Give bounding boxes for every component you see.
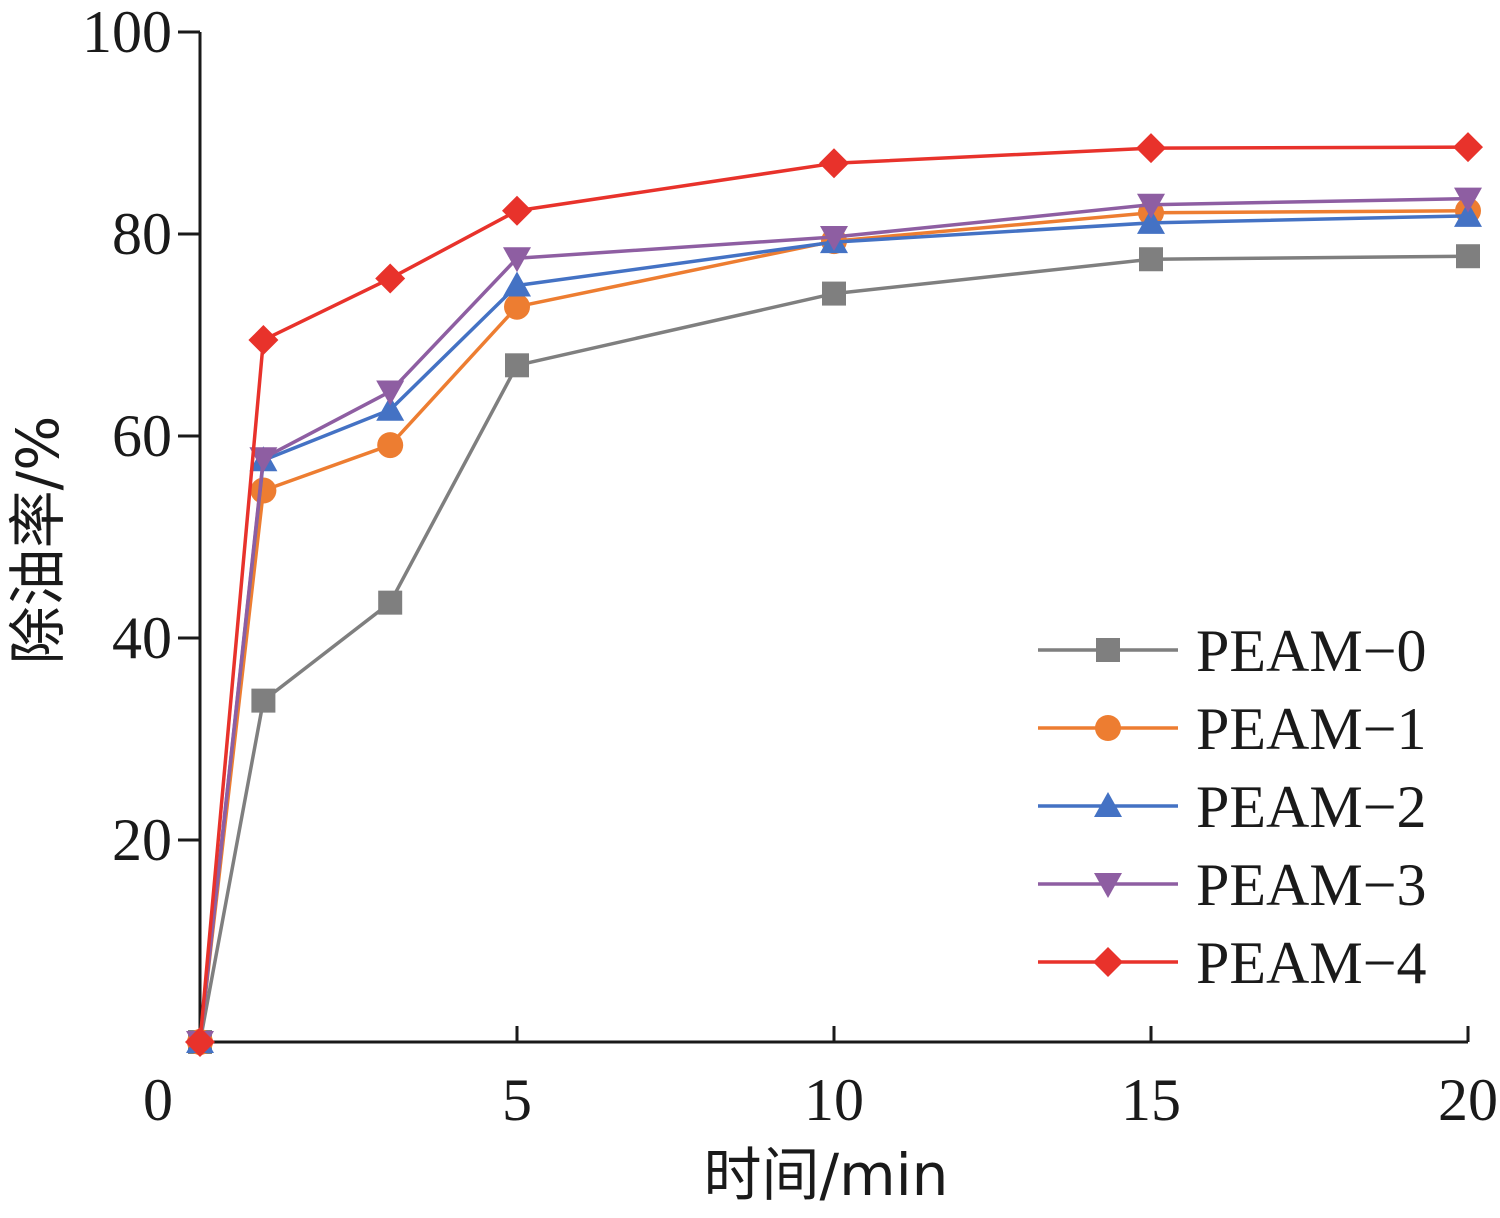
x-tick-label: 20 <box>1438 1067 1498 1133</box>
legend-label: PEAM−0 <box>1196 618 1427 684</box>
legend-item: PEAM−0 <box>1038 618 1427 684</box>
y-tick-label: 80 <box>112 201 172 267</box>
y-tick-label: 20 <box>112 807 172 873</box>
legend-marker <box>1094 873 1122 898</box>
data-point <box>375 263 406 294</box>
data-point <box>504 293 530 320</box>
data-point <box>378 590 403 615</box>
legend-item: PEAM−1 <box>1038 696 1427 762</box>
series-layer <box>185 132 1483 1057</box>
x-tick-label: 10 <box>804 1067 864 1133</box>
y-tick-label: 100 <box>82 0 172 65</box>
legend-marker <box>1096 638 1120 662</box>
data-point <box>1456 244 1480 269</box>
x-tick-label: 5 <box>502 1067 532 1133</box>
legend-item: PEAM−4 <box>1038 930 1427 996</box>
data-point <box>820 226 848 252</box>
x-tick-label: 15 <box>1121 1067 1181 1133</box>
data-point <box>251 688 276 713</box>
data-point <box>1454 201 1482 227</box>
data-point <box>503 271 531 297</box>
data-point <box>376 395 405 421</box>
series-4 <box>185 132 1483 1057</box>
y-tick-label: 60 <box>112 403 172 469</box>
data-point <box>377 432 404 459</box>
data-point <box>1137 193 1165 219</box>
data-point <box>505 353 529 378</box>
legend-marker <box>1095 715 1121 741</box>
legend-label: PEAM−3 <box>1196 852 1427 918</box>
legend-item: PEAM−3 <box>1038 852 1427 918</box>
data-point <box>249 447 278 473</box>
data-point <box>822 281 846 306</box>
legend-label: PEAM−1 <box>1196 696 1427 762</box>
data-point <box>1454 187 1482 213</box>
data-point <box>819 148 849 179</box>
data-point <box>1453 132 1483 163</box>
legend-item: PEAM−2 <box>1038 774 1427 840</box>
x-tick-label: 0 <box>143 1067 173 1133</box>
axes: 20 40 60 80 100 0 5 10 15 20 <box>82 0 1498 1133</box>
legend-marker <box>1093 947 1123 977</box>
series-3 <box>186 187 1482 1056</box>
data-point <box>1137 208 1165 234</box>
legend-marker <box>1094 792 1122 817</box>
x-axis-title: 时间/min <box>704 1141 949 1209</box>
legend: PEAM−0 PEAM−1 PEAM−2 PEAM−3 PEAM−4 <box>1038 618 1427 996</box>
data-point <box>1139 247 1163 272</box>
legend-label: PEAM−4 <box>1196 930 1427 996</box>
data-point <box>502 195 532 226</box>
data-point <box>376 380 405 406</box>
data-point <box>1136 133 1166 164</box>
legend-label: PEAM−2 <box>1196 774 1427 840</box>
y-tick-label: 40 <box>112 605 172 671</box>
y-axis-title: 除油率/% <box>4 416 72 665</box>
data-point <box>503 247 531 273</box>
data-point <box>250 477 277 504</box>
data-point <box>185 1027 215 1057</box>
data-point <box>248 325 279 356</box>
